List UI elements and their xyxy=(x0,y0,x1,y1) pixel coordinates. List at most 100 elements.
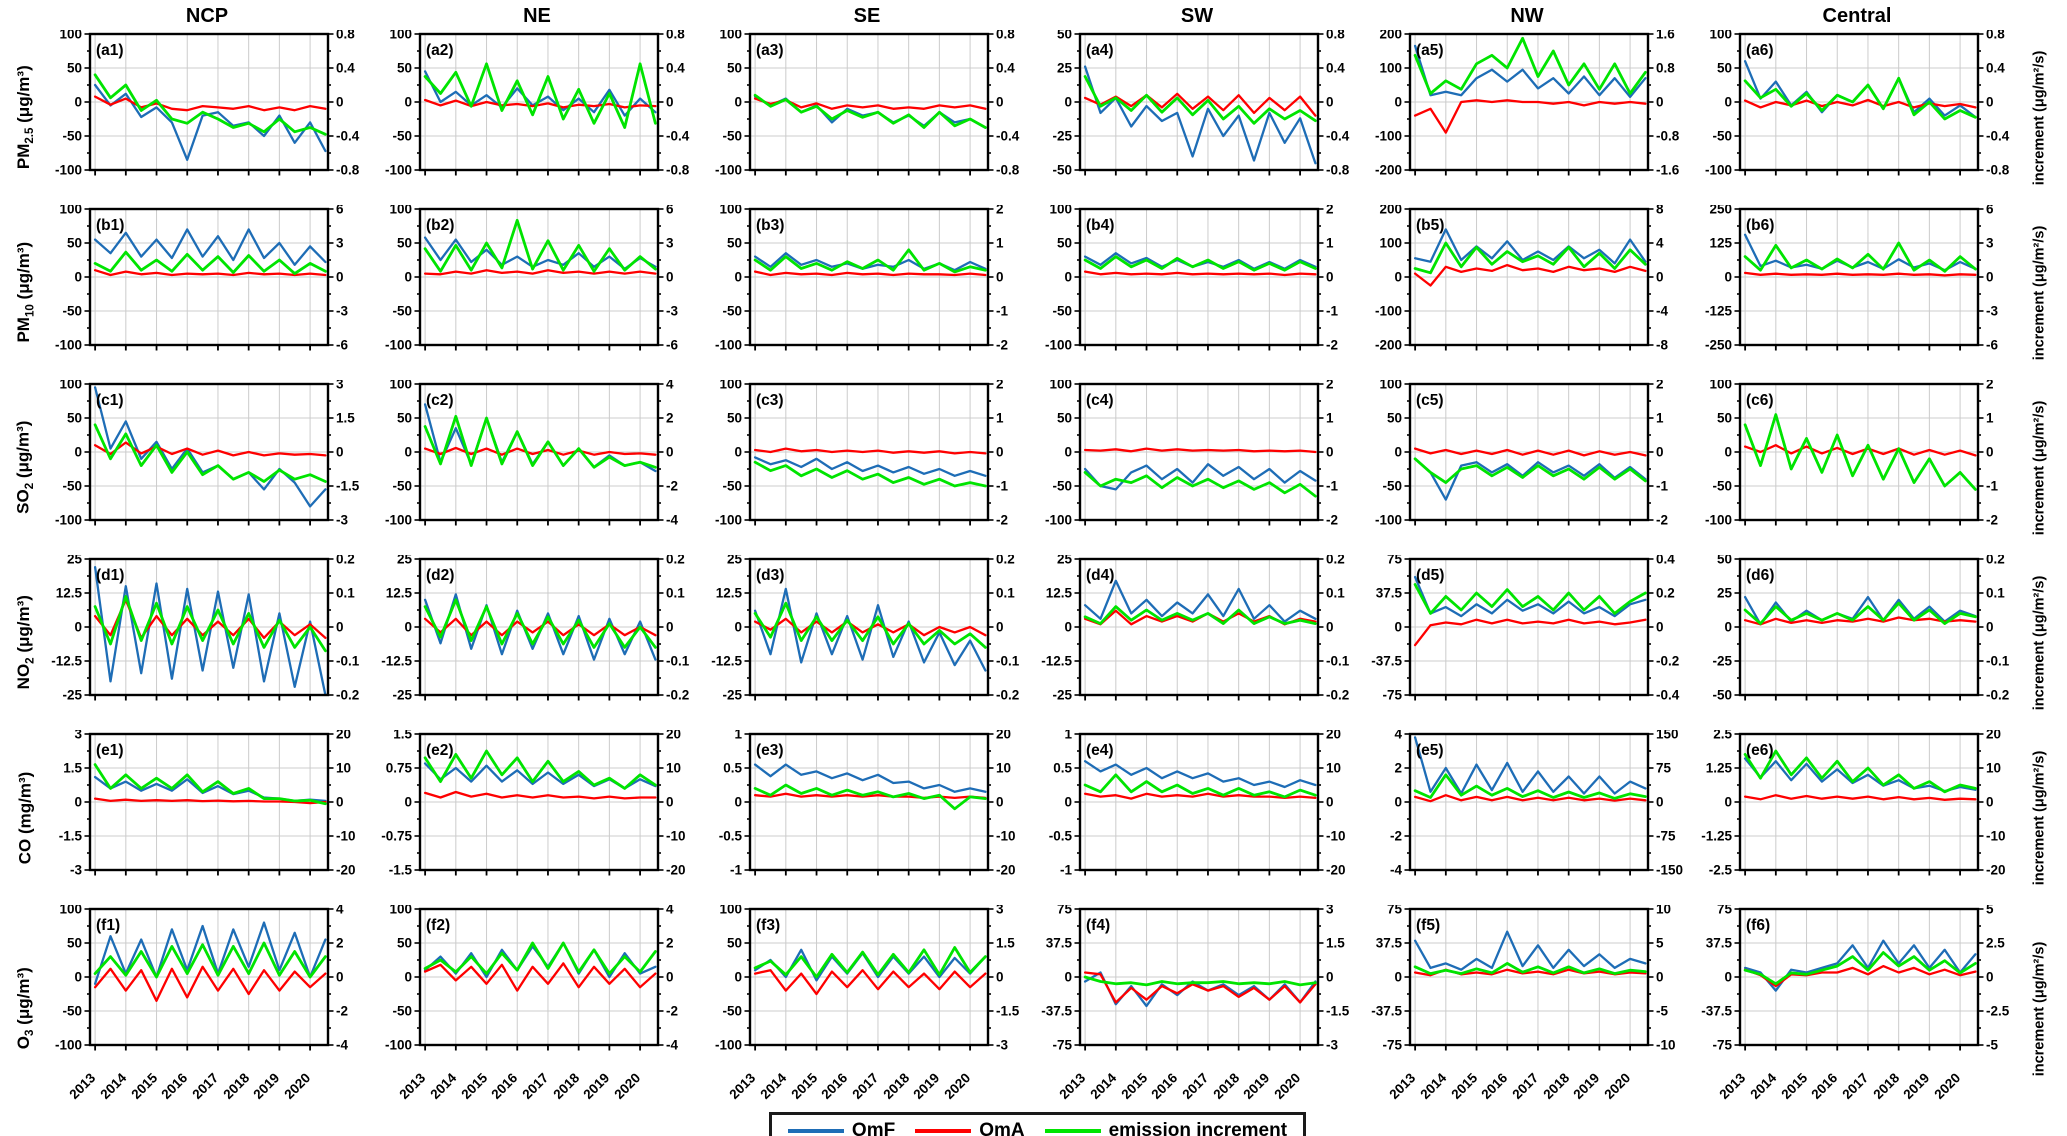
panel-label: (a1) xyxy=(96,42,124,59)
left-tick-label: -100 xyxy=(55,513,82,528)
right-tick-label: 10 xyxy=(1656,905,1671,917)
plot-b1: 100 6 50 3 0 0 -50 -3 -100 -6 (b1) xyxy=(55,202,349,353)
right-axis-label-o3: increment (μg/m²/s) xyxy=(2031,941,2047,1076)
panel-label: (a2) xyxy=(426,42,454,59)
right-tick-label: -2 xyxy=(1326,513,1338,528)
right-tick-label: 4 xyxy=(1656,236,1664,251)
right-tick-label: 0 xyxy=(666,970,674,985)
column-header-nw: NW xyxy=(1510,5,1544,27)
right-tick-label: 0 xyxy=(1656,445,1664,460)
right-tick-label: -6 xyxy=(336,338,348,353)
left-tick-label: 0 xyxy=(74,270,82,285)
right-tick-label: -10 xyxy=(336,829,356,844)
right-tick-label: -6 xyxy=(666,338,678,353)
emission-increment-line xyxy=(1083,75,1317,125)
right-tick-label: 1 xyxy=(996,236,1004,251)
column-header-ncp: NCP xyxy=(185,5,229,27)
omf-line xyxy=(1083,65,1317,165)
right-tick-label: 0 xyxy=(666,445,674,460)
left-tick-label: -100 xyxy=(55,338,82,353)
left-tick-label: 0 xyxy=(734,970,742,985)
right-tick-label: -2 xyxy=(336,1004,348,1019)
left-tick-label: -37.5 xyxy=(1041,1004,1072,1019)
header-spacer-left xyxy=(8,4,42,30)
panel-label: (c2) xyxy=(426,392,454,409)
right-tick-label: -1 xyxy=(1986,479,1998,494)
right-tick-label: -0.2 xyxy=(1656,654,1679,669)
emission-increment-line xyxy=(423,941,657,975)
right-tick-label: 0.8 xyxy=(336,30,355,42)
panel-f3: 100 3 50 1.5 0 0 -50 -1.5 -100 -3 (f3) 2013 2014 2015… xyxy=(702,902,1032,1112)
left-tick-label: 50 xyxy=(727,411,742,426)
right-tick-label: -0.2 xyxy=(1986,688,2009,703)
right-tick-label: 0.8 xyxy=(1326,30,1345,42)
right-tick-label: 2 xyxy=(996,380,1004,392)
right-tick-label: 1 xyxy=(1656,411,1664,426)
legend-label-oma: OmA xyxy=(979,1120,1025,1136)
right-tick-label: 0.2 xyxy=(336,555,355,567)
panel-c1: 100 3 50 1.5 0 0 -50 -1.5 -100 -3 (c1) xyxy=(42,377,372,555)
left-tick-label: -1.25 xyxy=(1701,829,1732,844)
right-tick-label: 4 xyxy=(336,905,344,917)
plot-b2: 100 6 50 3 0 0 -50 -3 -100 -6 (b2) xyxy=(385,202,679,353)
right-tick-label: 3 xyxy=(1326,905,1334,917)
right-tick-label: 150 xyxy=(1656,730,1679,742)
panel-b6: 250 6 125 3 0 0 -125 -3 -250 -6 (b6) xyxy=(1692,202,2022,380)
left-tick-label: 0 xyxy=(1064,95,1072,110)
left-tick-label: -100 xyxy=(385,338,412,353)
panel-label: (d6) xyxy=(1746,567,1774,584)
panel-f4: 75 3 37.5 1.5 0 0 -37.5 -1.5 -75 -3 (f4) 2013 2014 20… xyxy=(1032,902,1362,1112)
plot-c4: 100 250 10 0-50 -1-100 -2(c4) xyxy=(1045,377,1339,528)
left-tick-label: 0 xyxy=(1064,795,1072,810)
left-tick-label: 0 xyxy=(1064,270,1072,285)
right-tick-label: -2 xyxy=(996,513,1008,528)
right-tick-label: 0 xyxy=(1986,970,1994,985)
left-tick-label: 2 xyxy=(1394,761,1402,776)
left-tick-label: 100 xyxy=(1049,380,1072,392)
right-tick-label: 0.1 xyxy=(996,586,1015,601)
oma-line xyxy=(1413,263,1647,287)
panel-label: (f6) xyxy=(1746,917,1770,934)
left-tick-label: 50 xyxy=(1057,30,1072,42)
left-tick-label: 75 xyxy=(1387,555,1403,567)
panel-f6: 75 5 37.5 2.5 0 0 -37.5 -2.5 -75 -5 (f6) 2013 2014 20… xyxy=(1692,902,2022,1112)
right-tick-label: 10 xyxy=(1986,761,2001,776)
panel-d5: 75 0.4 37.5 0.2 0 0 -37.5 -0.2 -75 -0.4 (d5) xyxy=(1362,552,1692,730)
right-tick-label: 0 xyxy=(1326,95,1334,110)
left-tick-label: 50 xyxy=(1717,411,1732,426)
x-axis-year-labels: 2013 2014 2015 2016 2017 2018 2019 2020 xyxy=(42,1060,372,1112)
legend-line-emission-increment xyxy=(1044,1129,1101,1133)
right-tick-label: 1.5 xyxy=(336,411,355,426)
right-tick-label: 0 xyxy=(666,620,674,635)
right-tick-label: 0 xyxy=(1326,445,1334,460)
right-tick-label: 0 xyxy=(996,970,1004,985)
panel-c6: 100 2 50 1 0 0 -50 -1 -100 -2 (c6) xyxy=(1692,377,2022,555)
left-tick-label: 100 xyxy=(59,905,82,917)
emission-increment-line xyxy=(1743,749,1977,794)
oma-line xyxy=(93,95,327,112)
right-tick-label: 0.8 xyxy=(1656,61,1675,76)
left-tick-label: 125 xyxy=(1709,236,1732,251)
right-tick-label: -20 xyxy=(666,863,686,878)
emission-increment-line xyxy=(423,749,657,790)
right-tick-label: -0.4 xyxy=(1656,688,1680,703)
left-tick-label: 12.5 xyxy=(386,586,413,601)
right-tick-label: 0 xyxy=(666,95,674,110)
left-tick-label: 100 xyxy=(1379,236,1402,251)
left-tick-label: 50 xyxy=(727,236,742,251)
left-tick-label: -50 xyxy=(722,479,742,494)
left-tick-label: 12.5 xyxy=(56,586,83,601)
left-tick-label: 50 xyxy=(397,936,412,951)
right-tick-label: -0.8 xyxy=(1656,129,1680,144)
right-tick-label: -1 xyxy=(1656,479,1668,494)
right-axis-label-pm10: increment (μg/m²/s) xyxy=(2031,225,2047,360)
left-tick-label: 50 xyxy=(727,61,742,76)
emission-increment-line xyxy=(753,783,987,811)
emission-increment-line xyxy=(753,248,987,274)
left-tick-label: 75 xyxy=(1057,905,1073,917)
right-tick-label: 0 xyxy=(336,970,344,985)
left-tick-label: -100 xyxy=(385,1038,412,1053)
left-tick-label: -50 xyxy=(722,304,742,319)
right-tick-label: 0 xyxy=(1986,445,1994,460)
